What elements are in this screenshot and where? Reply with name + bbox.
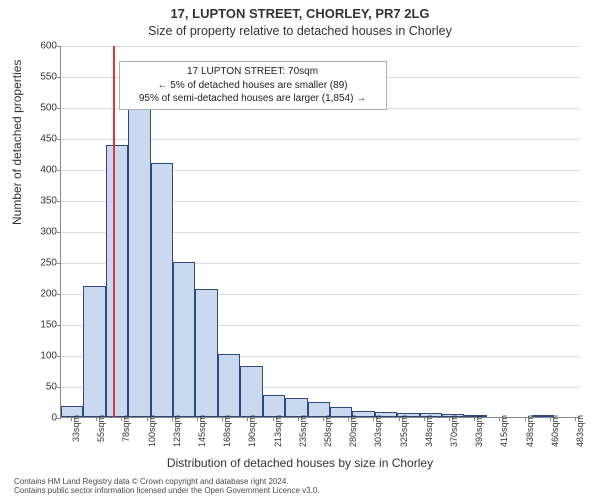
x-tick-label: 78sqm: [121, 415, 131, 442]
y-tick-mark: [57, 387, 61, 388]
x-tick-label: 303sqm: [373, 415, 383, 447]
x-tick-label: 348sqm: [424, 415, 434, 447]
credit-line-1: Contains HM Land Registry data © Crown c…: [14, 477, 320, 486]
x-tick-label: 145sqm: [197, 415, 207, 447]
property-marker-line: [113, 46, 115, 417]
y-tick-mark: [57, 108, 61, 109]
y-tick-label: 550: [27, 72, 57, 83]
y-tick-mark: [57, 356, 61, 357]
y-tick-mark: [57, 263, 61, 264]
x-tick-label: 415sqm: [499, 415, 509, 447]
property-annotation-box: 17 LUPTON STREET: 70sqm← 5% of detached …: [119, 61, 387, 110]
x-tick-label: 393sqm: [474, 415, 484, 447]
y-tick-mark: [57, 46, 61, 47]
x-tick-label: 33sqm: [71, 415, 81, 442]
histogram-bar: [83, 286, 105, 417]
y-tick-mark: [57, 232, 61, 233]
x-tick-label: 168sqm: [222, 415, 232, 447]
credit-line-2: Contains public sector information licen…: [14, 486, 320, 495]
histogram-plot-area: 05010015020025030035040045050055060033sq…: [60, 46, 580, 418]
y-tick-label: 350: [27, 196, 57, 207]
annotation-line: ← 5% of detached houses are smaller (89): [128, 79, 378, 93]
histogram-bar: [128, 108, 150, 417]
x-tick-label: 258sqm: [323, 415, 333, 447]
y-tick-mark: [57, 418, 61, 419]
histogram-bar: [151, 163, 173, 417]
x-tick-label: 213sqm: [273, 415, 283, 447]
y-tick-label: 100: [27, 351, 57, 362]
y-tick-label: 400: [27, 165, 57, 176]
gridline: [61, 46, 580, 47]
y-tick-label: 0: [27, 413, 57, 424]
annotation-line: 95% of semi-detached houses are larger (…: [128, 92, 378, 106]
y-tick-label: 500: [27, 103, 57, 114]
chart-address-title: 17, LUPTON STREET, CHORLEY, PR7 2LG: [0, 6, 600, 21]
x-tick-label: 235sqm: [298, 415, 308, 447]
histogram-bar: [218, 354, 240, 417]
y-tick-mark: [57, 139, 61, 140]
annotation-line: 17 LUPTON STREET: 70sqm: [128, 65, 378, 79]
y-tick-mark: [57, 77, 61, 78]
y-axis-label: Number of detached properties: [10, 60, 24, 225]
chart-subtitle: Size of property relative to detached ho…: [0, 24, 600, 38]
x-tick-label: 438sqm: [525, 415, 535, 447]
y-tick-mark: [57, 294, 61, 295]
histogram-bar: [240, 366, 262, 417]
x-tick-label: 460sqm: [550, 415, 560, 447]
y-tick-mark: [57, 170, 61, 171]
y-tick-label: 300: [27, 227, 57, 238]
x-tick-label: 55sqm: [96, 415, 106, 442]
x-tick-label: 325sqm: [399, 415, 409, 447]
x-tick-label: 280sqm: [348, 415, 358, 447]
x-axis-label: Distribution of detached houses by size …: [0, 456, 600, 470]
y-tick-label: 250: [27, 258, 57, 269]
histogram-bar: [106, 145, 128, 417]
x-tick-label: 123sqm: [172, 415, 182, 447]
credit-text: Contains HM Land Registry data © Crown c…: [14, 477, 320, 495]
histogram-bar: [195, 289, 217, 417]
y-tick-label: 450: [27, 134, 57, 145]
y-tick-label: 200: [27, 289, 57, 300]
histogram-bar: [263, 395, 285, 417]
x-tick-label: 370sqm: [449, 415, 459, 447]
y-tick-label: 150: [27, 320, 57, 331]
x-tick-label: 483sqm: [575, 415, 585, 447]
y-tick-mark: [57, 325, 61, 326]
x-tick-label: 190sqm: [247, 415, 257, 447]
x-tick-label: 100sqm: [147, 415, 157, 447]
y-tick-label: 600: [27, 41, 57, 52]
y-tick-label: 50: [27, 382, 57, 393]
histogram-bar: [173, 262, 195, 417]
y-tick-mark: [57, 201, 61, 202]
